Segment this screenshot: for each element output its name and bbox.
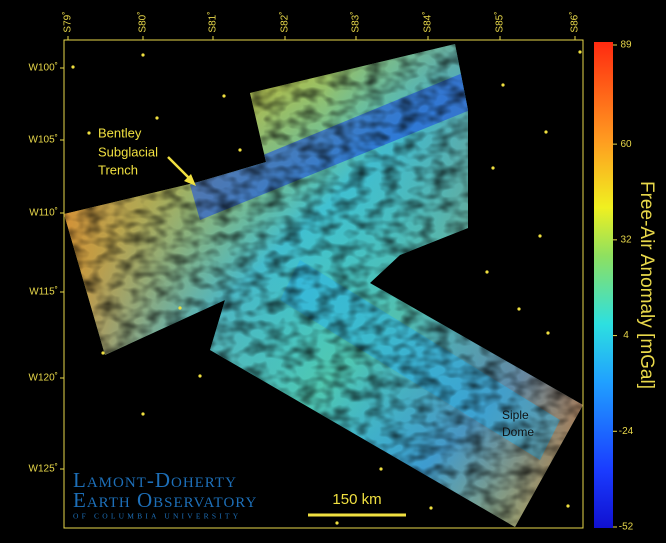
trench-label: Bentley <box>98 125 142 140</box>
latitude-label: S81˚ <box>207 11 219 32</box>
station-dots <box>71 50 582 525</box>
colorbar-tick-label: -52 <box>619 522 634 533</box>
logo-line: Earth Observatory <box>73 488 257 512</box>
longitude-label: W100˚ <box>29 62 58 74</box>
latitude-label: S80˚ <box>137 11 149 32</box>
latitude-labels: S79˚ S80˚ S81˚ S82˚ S83˚ S84˚ S85˚ S86˚ <box>62 11 581 40</box>
colorbar-ticks: 89 60 32 4 -24 -52 <box>613 40 634 533</box>
colorbar <box>594 42 613 528</box>
trench-label: Trench <box>98 162 138 177</box>
latitude-label: S79˚ <box>62 11 74 32</box>
colorbar-tick-label: 89 <box>620 40 632 51</box>
longitude-labels: W100˚ W105˚ W110˚ W115˚ W120˚ W125˚ <box>29 62 64 475</box>
colorbar-tick-label: 32 <box>620 234 632 245</box>
colorbar-title: Free-Air Anomaly [mGal] <box>636 181 657 389</box>
longitude-label: W115˚ <box>29 286 58 298</box>
logo-line: Lamont-Doherty <box>73 468 237 492</box>
longitude-label: W110˚ <box>29 207 58 219</box>
latitude-label: S86˚ <box>569 11 581 32</box>
latitude-label: S83˚ <box>350 11 362 32</box>
colorbar-tick-label: 4 <box>623 330 629 341</box>
trench-arrowhead <box>184 174 196 186</box>
latitude-label: S82˚ <box>279 11 291 32</box>
logo-line: OF COLUMBIA UNIVERSITY <box>73 512 241 521</box>
map-frame <box>63 39 584 529</box>
colorbar-tick-label: 60 <box>620 139 632 150</box>
longitude-label: W120˚ <box>29 372 58 384</box>
dome-label: Dome <box>502 425 534 439</box>
longitude-label: W105˚ <box>29 134 58 146</box>
longitude-label: W125˚ <box>29 463 58 475</box>
scale-label: 150 km <box>332 491 381 508</box>
trench-label: Subglacial <box>98 144 158 159</box>
gravity-raster <box>64 44 583 527</box>
dome-label: Siple <box>502 408 529 422</box>
latitude-label: S84˚ <box>422 11 434 32</box>
latitude-label: S85˚ <box>494 11 506 32</box>
colorbar-tick-label: -24 <box>619 426 634 437</box>
